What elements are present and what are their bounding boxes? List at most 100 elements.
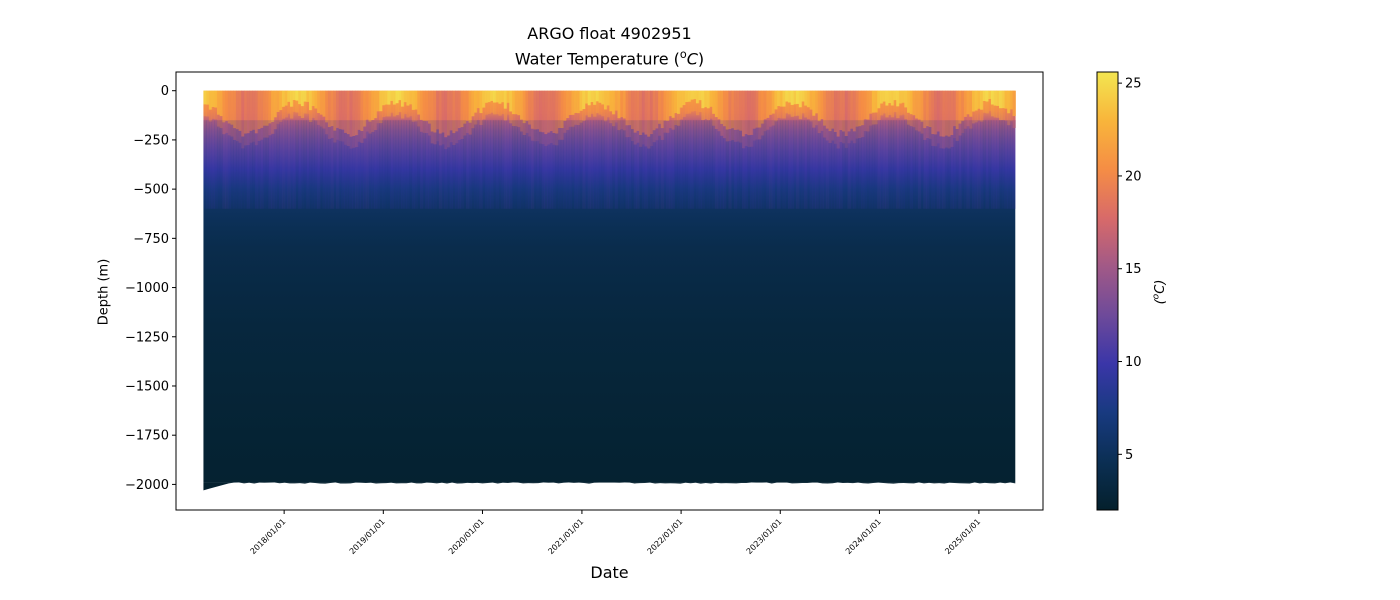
- profile-stripe: [717, 90, 721, 209]
- profile-stripe: [714, 90, 719, 209]
- profile-stripe: [636, 90, 640, 209]
- profile-stripe: [736, 90, 740, 209]
- profile-stripe: [898, 90, 903, 209]
- profile-stripe: [953, 90, 957, 209]
- profile-stripe: [609, 90, 613, 209]
- x-tick-label: 2019/01/01: [348, 517, 387, 556]
- profile-stripe: [679, 90, 684, 209]
- profile-stripe: [417, 90, 421, 209]
- profile-stripe: [303, 90, 307, 209]
- profile-stripe: [720, 90, 724, 209]
- profile-stripe: [392, 90, 397, 209]
- profile-stripe: [290, 90, 294, 209]
- profile-stripe: [958, 90, 962, 209]
- profile-stripe: [222, 90, 226, 209]
- profile-stripe: [739, 90, 743, 209]
- profile-stripe: [555, 90, 559, 209]
- profile-stripe: [777, 90, 781, 209]
- profile-stripe: [955, 90, 960, 209]
- x-tick-label: 2025/01/01: [943, 517, 982, 556]
- profile-stripe: [725, 90, 730, 209]
- profile-stripe: [844, 90, 849, 209]
- profile-stripe: [576, 90, 581, 209]
- profile-stripe: [771, 90, 776, 209]
- profile-stripe: [292, 90, 297, 209]
- profile-stripe: [939, 90, 943, 209]
- profile-stripe: [628, 90, 632, 209]
- profile-stripe: [487, 90, 491, 209]
- profile-stripe: [457, 90, 462, 209]
- profile-stripe: [506, 90, 510, 209]
- profile-stripe: [1007, 90, 1011, 209]
- profile-stripe: [828, 90, 832, 209]
- profile-bottom-edge: [203, 482, 1016, 491]
- profile-stripe: [373, 90, 378, 209]
- colorbar-tick-label: 5: [1125, 448, 1133, 463]
- profile-stripe: [595, 90, 600, 209]
- profile-stripe: [563, 90, 567, 209]
- profile-stripe: [985, 90, 989, 209]
- profile-stripe: [1009, 90, 1014, 209]
- profile-stripe: [468, 90, 472, 209]
- profile-stripe: [525, 90, 529, 209]
- profile-stripe: [774, 90, 778, 209]
- profile-stripe: [336, 90, 340, 209]
- profile-stripe: [344, 90, 348, 209]
- profile-stripe: [365, 90, 370, 209]
- profile-stripe: [225, 90, 229, 209]
- profile-stripe: [614, 90, 619, 209]
- x-tick-label: 2022/01/01: [646, 517, 685, 556]
- profile-stripe: [882, 90, 886, 209]
- profile-stripe: [709, 90, 713, 209]
- profile-stripe: [698, 90, 702, 209]
- profile-stripe: [890, 90, 895, 209]
- profile-stripe: [227, 90, 232, 209]
- profile-stripe: [690, 90, 694, 209]
- profile-stripe: [495, 90, 500, 209]
- y-tick-label: −2000: [125, 478, 169, 493]
- profile-stripe: [980, 90, 984, 209]
- profile-stripe: [536, 90, 540, 209]
- profile-stripe: [574, 90, 578, 209]
- profile-stripe: [944, 90, 949, 209]
- profile-stripe: [893, 90, 897, 209]
- profile-stripe: [668, 90, 673, 209]
- axes-frame: [175, 71, 1044, 511]
- profile-stripe: [368, 90, 372, 209]
- profile-stripe: [590, 90, 594, 209]
- profile-stripe: [731, 90, 735, 209]
- profile-stripe: [579, 90, 583, 209]
- profile-stripe: [568, 90, 573, 209]
- profile-stripe: [820, 90, 824, 209]
- profile-stripe: [660, 90, 665, 209]
- profile-stripe: [509, 90, 513, 209]
- profile-stripe: [376, 90, 380, 209]
- profile-stripe: [233, 90, 237, 209]
- profile-stripe: [858, 90, 862, 209]
- profile-stripe: [879, 90, 884, 209]
- profile-stripe: [395, 90, 399, 209]
- profile-stripe: [444, 90, 448, 209]
- profile-stripe: [912, 90, 916, 209]
- profile-stripe: [544, 90, 548, 209]
- profile-stripe: [928, 90, 932, 209]
- profile-stripe: [230, 90, 234, 209]
- profile-stripe: [687, 90, 692, 209]
- profile-stripe: [804, 90, 808, 209]
- profile-stripe: [244, 90, 248, 209]
- profile-stripe: [295, 90, 299, 209]
- y-tick-label: 0: [161, 84, 169, 99]
- profile-stripe: [566, 90, 570, 209]
- profile-stripe: [300, 90, 305, 209]
- x-tick-label: 2021/01/01: [546, 517, 585, 556]
- profile-stripe: [852, 90, 857, 209]
- profile-stripe: [390, 90, 394, 209]
- colorbar-tick-label: 20: [1125, 169, 1142, 184]
- profile-stripe: [850, 90, 854, 209]
- profile-stripe: [649, 90, 654, 209]
- profile-stripe: [298, 90, 302, 209]
- x-axis-label: Date: [590, 563, 629, 582]
- profile-stripe: [214, 90, 218, 209]
- profile-stripe: [254, 90, 259, 209]
- profile-stripe: [695, 90, 700, 209]
